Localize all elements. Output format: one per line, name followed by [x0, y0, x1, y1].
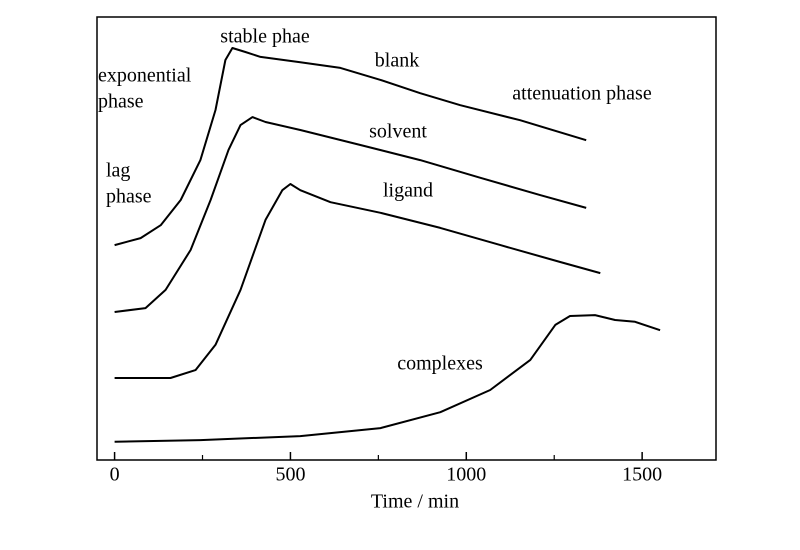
- line: [114, 314, 661, 443]
- annotation: phase: [98, 91, 144, 113]
- x-tick-label: 1000: [446, 464, 486, 486]
- x-tick-label: 0: [110, 464, 120, 486]
- annotation: exponential: [98, 65, 192, 87]
- annotation: blank: [375, 50, 419, 72]
- x-axis-label: Time / min: [371, 491, 459, 513]
- x-tick-label: 500: [275, 464, 305, 486]
- annotation: lag: [106, 160, 130, 182]
- annotation: stable phae: [220, 26, 310, 48]
- annotation: solvent: [369, 121, 427, 143]
- annotation: complexes: [397, 353, 483, 375]
- line: [114, 47, 587, 247]
- annotation: phase: [106, 186, 152, 208]
- annotation: attenuation phase: [512, 83, 652, 105]
- plot-frame: [96, 16, 717, 461]
- line: [114, 183, 601, 379]
- annotation: ligand: [383, 180, 433, 202]
- line: [114, 116, 587, 313]
- x-tick-label: 1500: [622, 464, 662, 486]
